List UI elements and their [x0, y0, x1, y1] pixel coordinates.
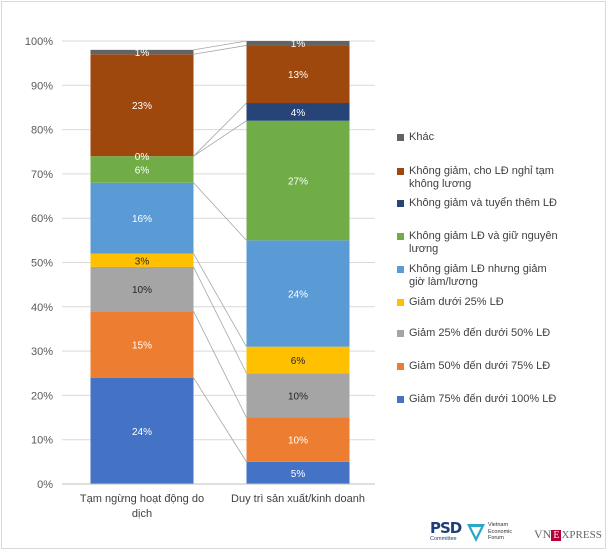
vef-emblem-icon	[467, 524, 485, 542]
bar-segment	[90, 253, 194, 267]
data-label: 10%	[288, 436, 308, 447]
legend-label: Giảm dưới 25% LĐ	[409, 296, 504, 308]
bar-segment	[246, 240, 350, 347]
chart-legend: Khác Không giảm, cho LĐ nghỉ tạm không lươ…	[397, 0, 602, 552]
series-connector-line	[193, 377, 247, 463]
bar-segment	[90, 156, 194, 183]
y-tick-label: 10%	[31, 435, 53, 447]
series-connector-line	[193, 266, 247, 374]
y-tick-label: 80%	[31, 125, 53, 137]
y-tick-label: 50%	[31, 258, 53, 270]
legend-label: Không giảm, cho LĐ nghỉ tạm không lương	[409, 165, 554, 190]
data-label: 1%	[291, 39, 306, 50]
bar-segment	[90, 54, 194, 157]
series-connector-line	[193, 40, 247, 51]
legend-swatch	[397, 200, 404, 207]
legend-label: Không giảm LĐ nhưng giảm giờ làm/lương	[409, 263, 547, 288]
data-label: 16%	[132, 214, 152, 225]
y-tick-label: 60%	[31, 213, 53, 225]
legend-swatch	[397, 396, 404, 403]
category-label: Tạm ngừng hoạt động do	[80, 493, 204, 505]
data-label: 3%	[135, 256, 150, 267]
data-label: 4%	[291, 108, 306, 119]
series-connector-line	[193, 182, 247, 241]
bar-segment	[246, 45, 350, 104]
y-tick-label: 40%	[31, 302, 53, 314]
data-label: 5%	[291, 469, 306, 480]
data-label: 6%	[291, 356, 306, 367]
legend-label: Giảm 75% đến dưới 100% LĐ	[409, 393, 557, 405]
data-label: 1%	[135, 48, 150, 59]
data-label: 23%	[132, 101, 152, 112]
y-tick-label: 100%	[25, 36, 53, 48]
bar-segment	[90, 49, 194, 55]
bar-segment	[246, 417, 350, 462]
data-label: 13%	[288, 70, 308, 81]
bar-segment	[246, 120, 350, 241]
vnexpress-logo: VN E XPRESS	[534, 527, 602, 541]
psd-committee-logo: PSD Committee	[430, 519, 462, 542]
bar-segment	[246, 373, 350, 418]
legend-swatch	[397, 134, 404, 141]
legend-swatch	[397, 363, 404, 370]
data-label: 10%	[132, 285, 152, 296]
legend-label: Giảm 25% đến dưới 50% LĐ	[409, 327, 551, 339]
y-tick-label: 90%	[31, 80, 53, 92]
bar-segment	[90, 377, 194, 484]
data-label: 24%	[288, 290, 308, 301]
series-connector-line	[193, 311, 247, 418]
data-label: 0%	[135, 152, 150, 163]
y-tick-label: 20%	[31, 390, 53, 402]
legend-label: Không giảm và tuyển thêm LĐ	[409, 197, 557, 209]
vietnam-economic-forum-logo: Vietnam Economic Forum	[466, 522, 536, 546]
legend-swatch	[397, 266, 404, 273]
data-label: 6%	[135, 165, 150, 176]
legend-label: Khác	[409, 131, 435, 143]
bar-segment	[90, 266, 194, 312]
legend-label: Giảm 50% đến dưới 75% LĐ	[409, 360, 551, 372]
legend-swatch	[397, 168, 404, 175]
data-label: 27%	[288, 177, 308, 188]
y-tick-label: 0%	[37, 479, 53, 491]
legend-swatch	[397, 330, 404, 337]
y-tick-label: 70%	[31, 169, 53, 181]
bar-segment	[90, 311, 194, 378]
bar-segment	[246, 461, 350, 484]
y-tick-label: 30%	[31, 346, 53, 358]
data-label: 15%	[132, 340, 152, 351]
series-connector-line	[193, 120, 247, 157]
series-connector-line	[193, 102, 247, 157]
legend-label: Không giảm LĐ và giữ nguyên lương	[409, 230, 558, 255]
category-label: Duy trì sản xuất/kinh doanh	[231, 493, 365, 505]
legend-swatch	[397, 233, 404, 240]
bar-segment	[246, 103, 350, 121]
sponsor-logos: PSD Committee Vietnam Economic Forum VN E…	[430, 520, 605, 548]
bar-segment	[90, 182, 194, 254]
bar-segment	[246, 41, 350, 46]
series-connector-line	[193, 45, 247, 55]
data-label: 24%	[132, 427, 152, 438]
series-connector-line	[193, 253, 247, 347]
data-label: 10%	[288, 391, 308, 402]
category-label: dịch	[132, 508, 152, 520]
legend-swatch	[397, 299, 404, 306]
bar-segment	[246, 346, 350, 374]
